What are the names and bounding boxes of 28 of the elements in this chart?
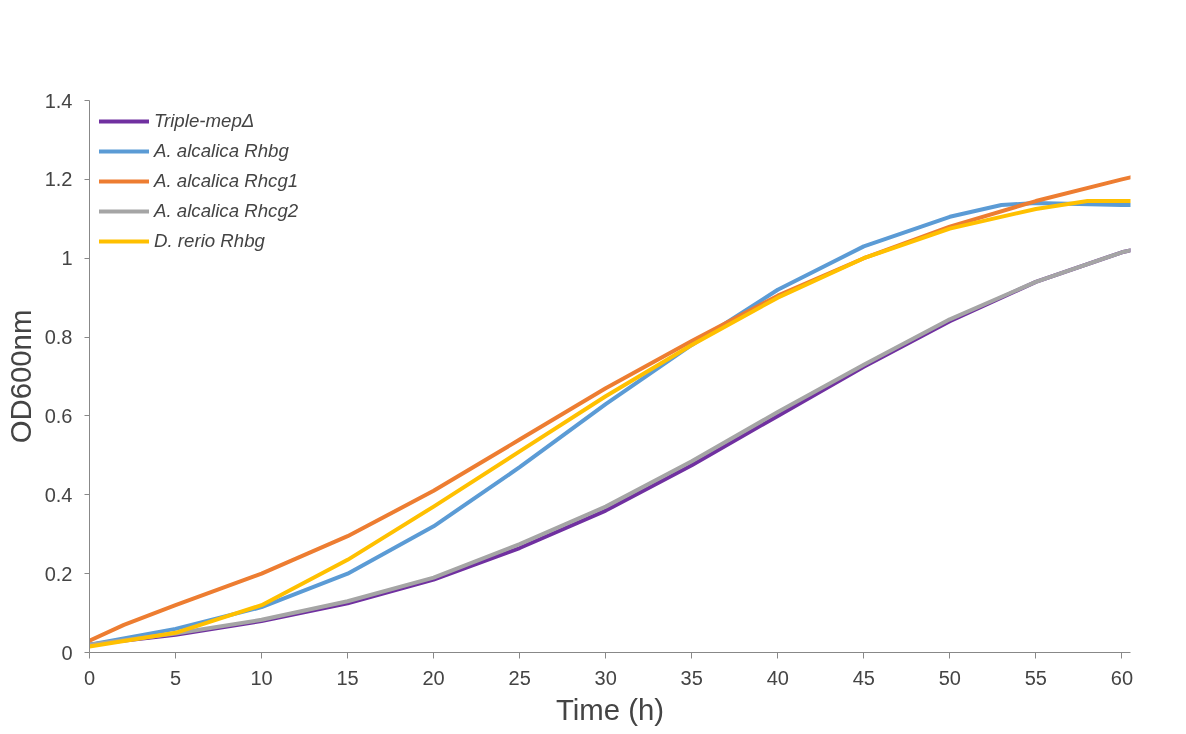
x-tick-label: 45 (852, 666, 875, 689)
y-tick-label: 0 (61, 641, 73, 664)
legend-label: A. alcalica Rhcg2 (154, 200, 299, 222)
legend-label: A. alcalica Rhbg (154, 140, 289, 162)
y-tick-label: 1 (61, 247, 73, 270)
legend-label: D. rerio Rhbg (154, 230, 265, 252)
x-tick-label: 30 (594, 666, 617, 689)
y-tick-label: 0.4 (44, 483, 73, 506)
x-tick-label: 60 (1110, 666, 1134, 689)
x-tick-label: 20 (422, 666, 445, 689)
x-tick-label: 25 (508, 666, 531, 689)
x-axis-title: Time (h) (555, 692, 665, 726)
x-tick-label: 35 (680, 666, 703, 689)
y-tick-label: 1.2 (44, 168, 73, 191)
y-tick-label: 0.8 (44, 326, 73, 349)
x-tick-label: 0 (83, 666, 96, 689)
x-tick-label: 15 (336, 666, 359, 689)
x-tick-label: 40 (766, 666, 789, 689)
y-tick-label: 1.4 (44, 89, 73, 112)
x-tick-label: 10 (250, 666, 273, 689)
x-tick-label: 55 (1024, 666, 1047, 689)
y-axis-title: OD600nm (3, 309, 37, 444)
legend-label: Triple-mepΔ (154, 110, 255, 132)
legend-label: A. alcalica Rhcg1 (154, 170, 299, 192)
y-tick-label: 0.2 (44, 562, 73, 585)
y-tick-label: 0.6 (44, 404, 73, 427)
x-tick-label: 5 (169, 666, 182, 689)
x-tick-label: 50 (938, 666, 961, 689)
